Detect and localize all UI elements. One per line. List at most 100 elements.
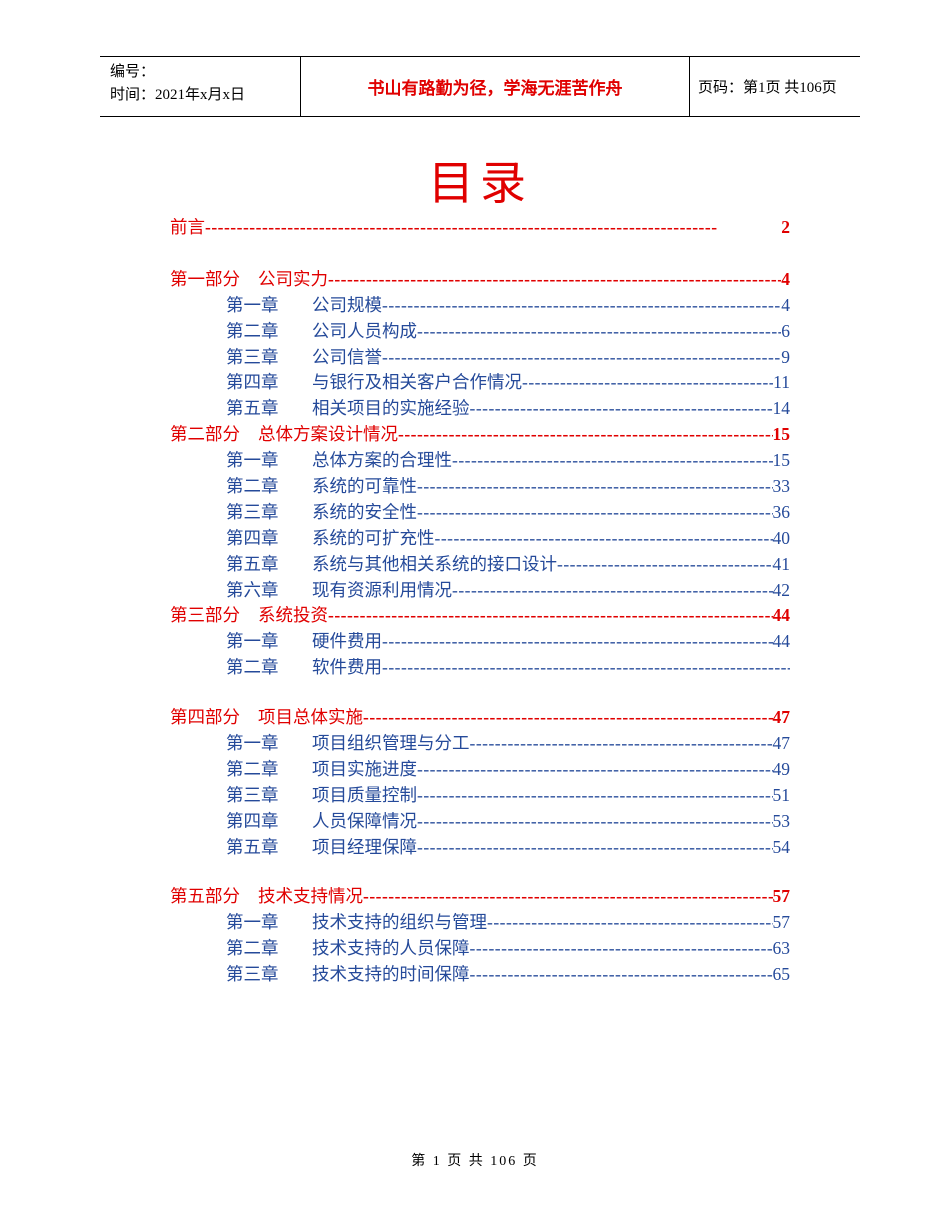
leader-dashes (452, 448, 773, 474)
leader-dashes (205, 215, 781, 241)
toc-chapter-row: 第三章系统的安全性36 (170, 500, 790, 526)
toc-chapter-row: 第五章项目经理保障54 (170, 835, 790, 861)
section-page: 44 (773, 603, 791, 629)
leader-dashes (470, 936, 773, 962)
chapter-label: 第二章 (226, 757, 312, 783)
toc-title: 目录 (100, 147, 860, 213)
chapter-page: 51 (773, 783, 791, 809)
toc-chapter-row: 第二章技术支持的人员保障63 (170, 936, 790, 962)
chapter-label: 第一章 (226, 293, 312, 319)
chapter-label: 第四章 (226, 809, 312, 835)
leader-dashes (417, 809, 773, 835)
leader-dashes (522, 370, 773, 396)
chapter-label: 第二章 (226, 319, 312, 345)
page-footer: 第 1 页 共 106 页 (0, 1150, 950, 1170)
preface-page: 2 (781, 215, 790, 241)
chapter-page: 47 (773, 731, 791, 757)
section-page: 57 (773, 884, 791, 910)
toc-preface-row: 前言 2 (170, 215, 790, 241)
toc-chapter-row: 第二章软件费用 (170, 655, 790, 681)
leader-dashes (417, 757, 773, 783)
chapter-label: 第六章 (226, 578, 312, 604)
leader-dashes (435, 526, 773, 552)
leader-dashes (382, 655, 790, 681)
chapter-label: 第二章 (226, 474, 312, 500)
time-line: 时间：2021年x月x日 (110, 84, 296, 107)
toc-chapter-row: 第三章项目质量控制 51 (170, 783, 790, 809)
chapter-title: 技术支持的组织与管理 (312, 910, 487, 936)
toc-chapter-row: 第一章项目组织管理与分工47 (170, 731, 790, 757)
chapter-label: 第四章 (226, 526, 312, 552)
chapter-page: 4 (781, 293, 790, 319)
leader-dashes (398, 422, 773, 448)
section-title: 技术支持情况 (258, 884, 363, 910)
chapter-page: 41 (773, 552, 791, 578)
chapter-page: 40 (773, 526, 791, 552)
section-gap (170, 681, 790, 705)
chapter-page: 11 (773, 370, 790, 396)
chapter-page: 57 (773, 910, 791, 936)
leader-dashes (382, 629, 773, 655)
chapter-page: 65 (773, 962, 791, 988)
toc-section-row: 第三部分系统投资44 (170, 603, 790, 629)
leader-dashes (382, 293, 781, 319)
chapter-label: 第五章 (226, 552, 312, 578)
chapter-title: 与银行及相关客户合作情况 (312, 370, 522, 396)
chapter-label: 第一章 (226, 731, 312, 757)
section-label: 第四部分 (170, 705, 258, 731)
chapter-title: 技术支持的时间保障 (312, 962, 470, 988)
chapter-page: 6 (781, 319, 790, 345)
section-label: 第二部分 (170, 422, 258, 448)
chapter-label: 第三章 (226, 345, 312, 371)
section-title: 系统投资 (258, 603, 328, 629)
header-motto: 书山有路勤为径，学海无涯苦作舟 (300, 57, 690, 116)
chapter-page: 9 (781, 345, 790, 371)
section-title: 公司实力 (258, 267, 328, 293)
leader-dashes (487, 910, 773, 936)
chapter-label: 第四章 (226, 370, 312, 396)
toc-section-row: 第一部分公司实力 4 (170, 267, 790, 293)
toc-chapter-row: 第三章技术支持的时间保障 65 (170, 962, 790, 988)
leader-dashes (470, 396, 773, 422)
toc-chapter-row: 第三章公司信誉 9 (170, 345, 790, 371)
chapter-title: 项目质量控制 (312, 783, 417, 809)
chapter-title: 系统的可扩充性 (312, 526, 435, 552)
chapter-label: 第三章 (226, 500, 312, 526)
leader-dashes (382, 345, 781, 371)
leader-dashes (363, 705, 773, 731)
chapter-label: 第二章 (226, 936, 312, 962)
chapter-page: 53 (773, 809, 791, 835)
leader-dashes (328, 603, 773, 629)
section-page: 4 (781, 267, 790, 293)
chapter-label: 第五章 (226, 396, 312, 422)
section-label: 第一部分 (170, 267, 258, 293)
chapter-page: 44 (773, 629, 791, 655)
toc-chapter-row: 第四章与银行及相关客户合作情况 11 (170, 370, 790, 396)
leader-dashes (470, 731, 773, 757)
chapter-title: 公司信誉 (312, 345, 382, 371)
chapter-page: 14 (773, 396, 791, 422)
chapter-label: 第三章 (226, 783, 312, 809)
chapter-label: 第一章 (226, 448, 312, 474)
toc-chapter-row: 第一章总体方案的合理性15 (170, 448, 790, 474)
toc-chapter-row: 第六章现有资源利用情况42 (170, 578, 790, 604)
toc-chapter-row: 第五章相关项目的实施经验14 (170, 396, 790, 422)
chapter-page: 42 (773, 578, 791, 604)
chapter-label: 第三章 (226, 962, 312, 988)
chapter-title: 系统的可靠性 (312, 474, 417, 500)
chapter-label: 第二章 (226, 655, 312, 681)
chapter-page: 15 (773, 448, 791, 474)
toc-chapter-row: 第四章人员保障情况53 (170, 809, 790, 835)
leader-dashes (557, 552, 773, 578)
chapter-page: 33 (773, 474, 791, 500)
chapter-title: 系统与其他相关系统的接口设计 (312, 552, 557, 578)
leader-dashes (328, 267, 781, 293)
leader-dashes (417, 783, 773, 809)
section-page: 15 (773, 422, 791, 448)
chapter-page: 63 (773, 936, 791, 962)
toc-section-row: 第二部分总体方案设计情况15 (170, 422, 790, 448)
chapter-label: 第五章 (226, 835, 312, 861)
chapter-title: 公司规模 (312, 293, 382, 319)
section-title: 项目总体实施 (258, 705, 363, 731)
leader-dashes (470, 962, 773, 988)
